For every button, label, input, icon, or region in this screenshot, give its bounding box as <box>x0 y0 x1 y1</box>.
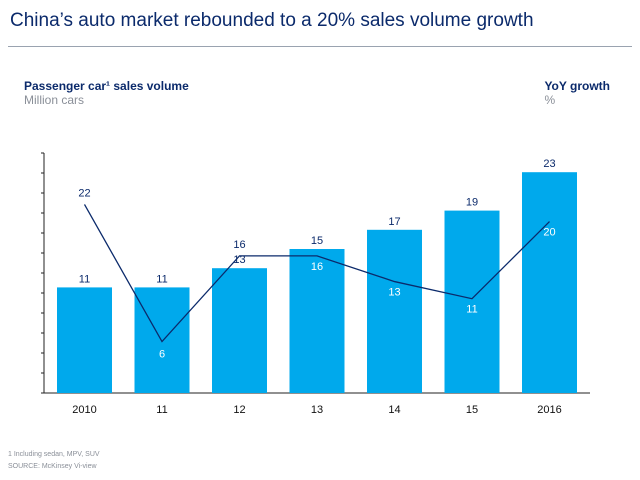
x-tick-label: 15 <box>466 404 478 416</box>
x-tick-label: 2016 <box>537 404 561 416</box>
growth-line <box>83 204 550 343</box>
x-tick-label: 12 <box>233 404 245 416</box>
bar <box>212 268 267 393</box>
x-tick-label: 14 <box>388 404 400 416</box>
bar <box>367 229 422 393</box>
title-divider <box>8 46 632 47</box>
bar-value-label: 11 <box>156 273 167 285</box>
bar-value-label: 11 <box>79 273 90 285</box>
bar-value-label: 17 <box>388 216 400 228</box>
growth-value-label: 16 <box>233 239 245 251</box>
x-tick-label: 13 <box>311 404 323 416</box>
right-axis-title: YoY growth <box>544 79 610 93</box>
growth-value-label: 11 <box>466 304 477 316</box>
bar-value-label: 19 <box>466 197 478 209</box>
left-axis-title: Passenger car¹ sales volume <box>24 79 189 93</box>
footnote: 1 Including sedan, MPV, SUV <box>8 451 100 458</box>
bar-value-label: 15 <box>311 235 323 247</box>
bar <box>289 249 345 393</box>
left-axis-label: Passenger car¹ sales volume Million cars <box>24 79 189 107</box>
x-tick-label: 2010 <box>72 404 96 416</box>
bar <box>57 287 112 393</box>
chart-title: China’s auto market rebounded to a 20% s… <box>10 10 534 31</box>
bar-value-label: 13 <box>233 254 245 266</box>
source-note: SOURCE: McKinsey Vi-view <box>8 463 97 470</box>
bar <box>444 210 500 393</box>
bar <box>522 172 577 393</box>
growth-value-label: 20 <box>543 227 555 239</box>
left-axis-unit: Million cars <box>24 93 85 107</box>
bar-value-label: 23 <box>543 158 555 170</box>
growth-value-label: 16 <box>311 261 323 273</box>
right-axis-unit: % <box>544 93 556 107</box>
bar <box>134 287 190 393</box>
growth-value-label: 13 <box>388 287 400 299</box>
growth-value-label: 22 <box>78 187 90 199</box>
growth-value-label: 6 <box>159 349 165 361</box>
x-tick-label: 11 <box>156 404 167 416</box>
right-axis-label: YoY growth % <box>544 79 610 107</box>
